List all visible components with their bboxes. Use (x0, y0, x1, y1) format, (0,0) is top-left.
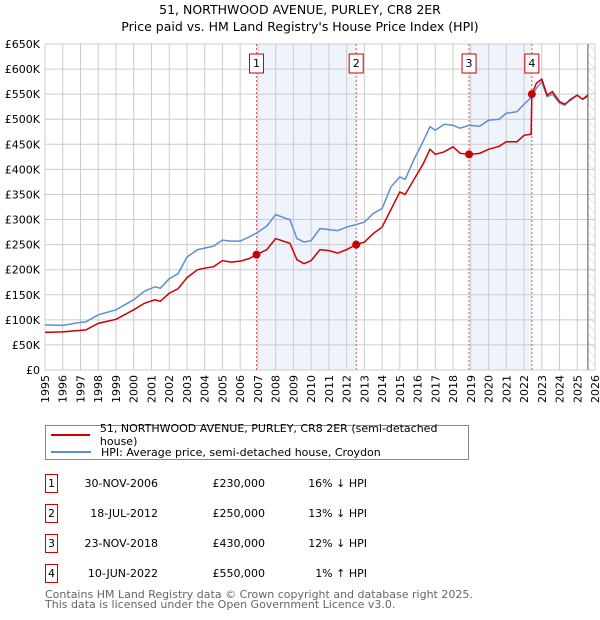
x-tick-label: 2001 (145, 375, 158, 403)
transaction-number: 4 (45, 564, 58, 583)
x-tick-label: 2017 (429, 375, 442, 403)
x-tick-label: 2002 (163, 375, 176, 403)
legend-swatch-hpi (51, 451, 91, 453)
transaction-hpi-diff: 12% ↓ HPI (308, 537, 367, 550)
transaction-hpi-diff: 13% ↓ HPI (308, 507, 367, 520)
sale-label: 1 (253, 57, 260, 70)
transaction-price: £430,000 (212, 537, 266, 550)
sale-point (252, 250, 261, 259)
sale-label: 3 (466, 57, 473, 70)
legend-label-property: 51, NORTHWOOD AVENUE, PURLEY, CR8 2ER (s… (99, 422, 438, 448)
x-tick-label: 2023 (536, 375, 549, 403)
transaction-date: 18-JUL-2012 (90, 507, 158, 520)
transaction-row: 2 18-JUL-2012 £250,000 13% ↓ HPI (45, 504, 445, 524)
x-tick-label: 2018 (447, 375, 460, 403)
x-tick-label: 2025 (571, 375, 584, 403)
legend-item-property: 51, NORTHWOOD AVENUE, PURLEY, CR8 2ER (s… (51, 422, 468, 448)
y-tick-label: £100K (5, 314, 41, 327)
x-tick-label: 1997 (74, 375, 87, 403)
y-tick-label: £500K (5, 113, 41, 126)
sale-point (352, 240, 361, 249)
y-tick-label: £150K (5, 289, 41, 302)
x-tick-label: 2016 (412, 375, 425, 403)
transaction-date: 10-JUN-2022 (87, 567, 158, 580)
footer-licence: This data is licensed under the Open Gov… (45, 598, 396, 611)
x-tick-label: 2000 (128, 375, 141, 403)
x-tick-label: 2012 (341, 375, 354, 403)
plot-border (44, 43, 596, 371)
x-tick-label: 1996 (57, 375, 70, 403)
y-tick-label: £250K (5, 239, 41, 252)
transaction-row: 3 23-NOV-2018 £430,000 12% ↓ HPI (45, 534, 445, 554)
shaded-period (469, 44, 532, 370)
sale-label-box (524, 53, 540, 74)
chart-title: 51, NORTHWOOD AVENUE, PURLEY, CR8 2ER (159, 2, 441, 17)
x-tick-label: 2004 (199, 375, 212, 403)
transaction-row: 1 30-NOV-2006 £230,000 16% ↓ HPI (45, 474, 445, 494)
x-tick-label: 2007 (252, 375, 265, 403)
x-tick-label: 1998 (92, 375, 105, 403)
sale-label-box (461, 53, 477, 74)
x-tick-label: 2008 (270, 375, 283, 403)
y-tick-label: £450K (5, 138, 41, 151)
transaction-date: 23-NOV-2018 (84, 537, 158, 550)
forecast-hatch (587, 44, 595, 370)
y-tick-label: £200K (5, 264, 41, 277)
x-tick-label: 2021 (500, 375, 513, 403)
legend: 51, NORTHWOOD AVENUE, PURLEY, CR8 2ER (s… (45, 422, 469, 460)
y-tick-label: £0 (26, 364, 40, 377)
y-tick-label: £550K (5, 88, 41, 101)
y-tick-label: £50K (12, 339, 41, 352)
y-tick-label: £600K (5, 63, 41, 76)
x-tick-label: 2010 (305, 375, 318, 403)
sale-label: 4 (528, 57, 535, 70)
x-tick-label: 2019 (465, 375, 478, 403)
x-tick-label: 2013 (358, 375, 371, 403)
x-tick-label: 1999 (110, 375, 123, 403)
x-tick-label: 2026 (589, 375, 600, 403)
sale-label: 2 (353, 57, 360, 70)
x-tick-label: 2020 (483, 375, 496, 403)
transaction-number: 1 (45, 474, 58, 493)
y-tick-label: £350K (5, 188, 41, 201)
price-chart: 1995 1996 1997 1998 1999 2000 2001 2002 2003 2004… (5, 38, 600, 403)
y-tick-label: £650K (5, 38, 41, 51)
sale-point (465, 150, 474, 159)
x-tick-label: 2014 (376, 375, 389, 403)
x-tick-label: 2003 (181, 375, 194, 403)
transaction-price: £250,000 (212, 507, 266, 520)
transaction-price: £230,000 (212, 477, 266, 490)
transaction-number: 3 (45, 534, 58, 553)
x-tick-label: 2015 (394, 375, 407, 403)
shaded-period (256, 44, 357, 370)
sale-point (527, 90, 536, 99)
y-tick-label: £400K (5, 163, 41, 176)
x-tick-label: 1995 (39, 375, 52, 403)
chart-subtitle: Price paid vs. HM Land Registry's House … (121, 19, 479, 34)
x-tick-label: 2011 (323, 375, 336, 403)
transaction-date: 30-NOV-2006 (84, 477, 158, 490)
legend-label-hpi: HPI: Average price, semi-detached house,… (101, 445, 381, 459)
y-tick-label: £300K (5, 214, 41, 227)
x-tick-label: 2024 (554, 375, 567, 403)
x-tick-label: 2005 (216, 375, 229, 403)
transaction-row: 4 10-JUN-2022 £550,000 1% ↑ HPI (45, 564, 445, 584)
transaction-hpi-diff: 16% ↓ HPI (308, 477, 367, 490)
sale-label-box (248, 53, 264, 74)
transaction-number: 2 (45, 504, 58, 523)
sale-label-box (348, 53, 364, 74)
transaction-hpi-diff: 1% ↑ HPI (315, 567, 367, 580)
footer-copyright: Contains HM Land Registry data © Crown c… (45, 588, 473, 601)
legend-swatch-property (51, 434, 90, 436)
x-tick-label: 2022 (518, 375, 531, 403)
x-tick-label: 2009 (287, 375, 300, 403)
transaction-price: £550,000 (212, 567, 266, 580)
x-tick-label: 2006 (234, 375, 247, 403)
legend-item-hpi: HPI: Average price, semi-detached house,… (51, 444, 381, 460)
